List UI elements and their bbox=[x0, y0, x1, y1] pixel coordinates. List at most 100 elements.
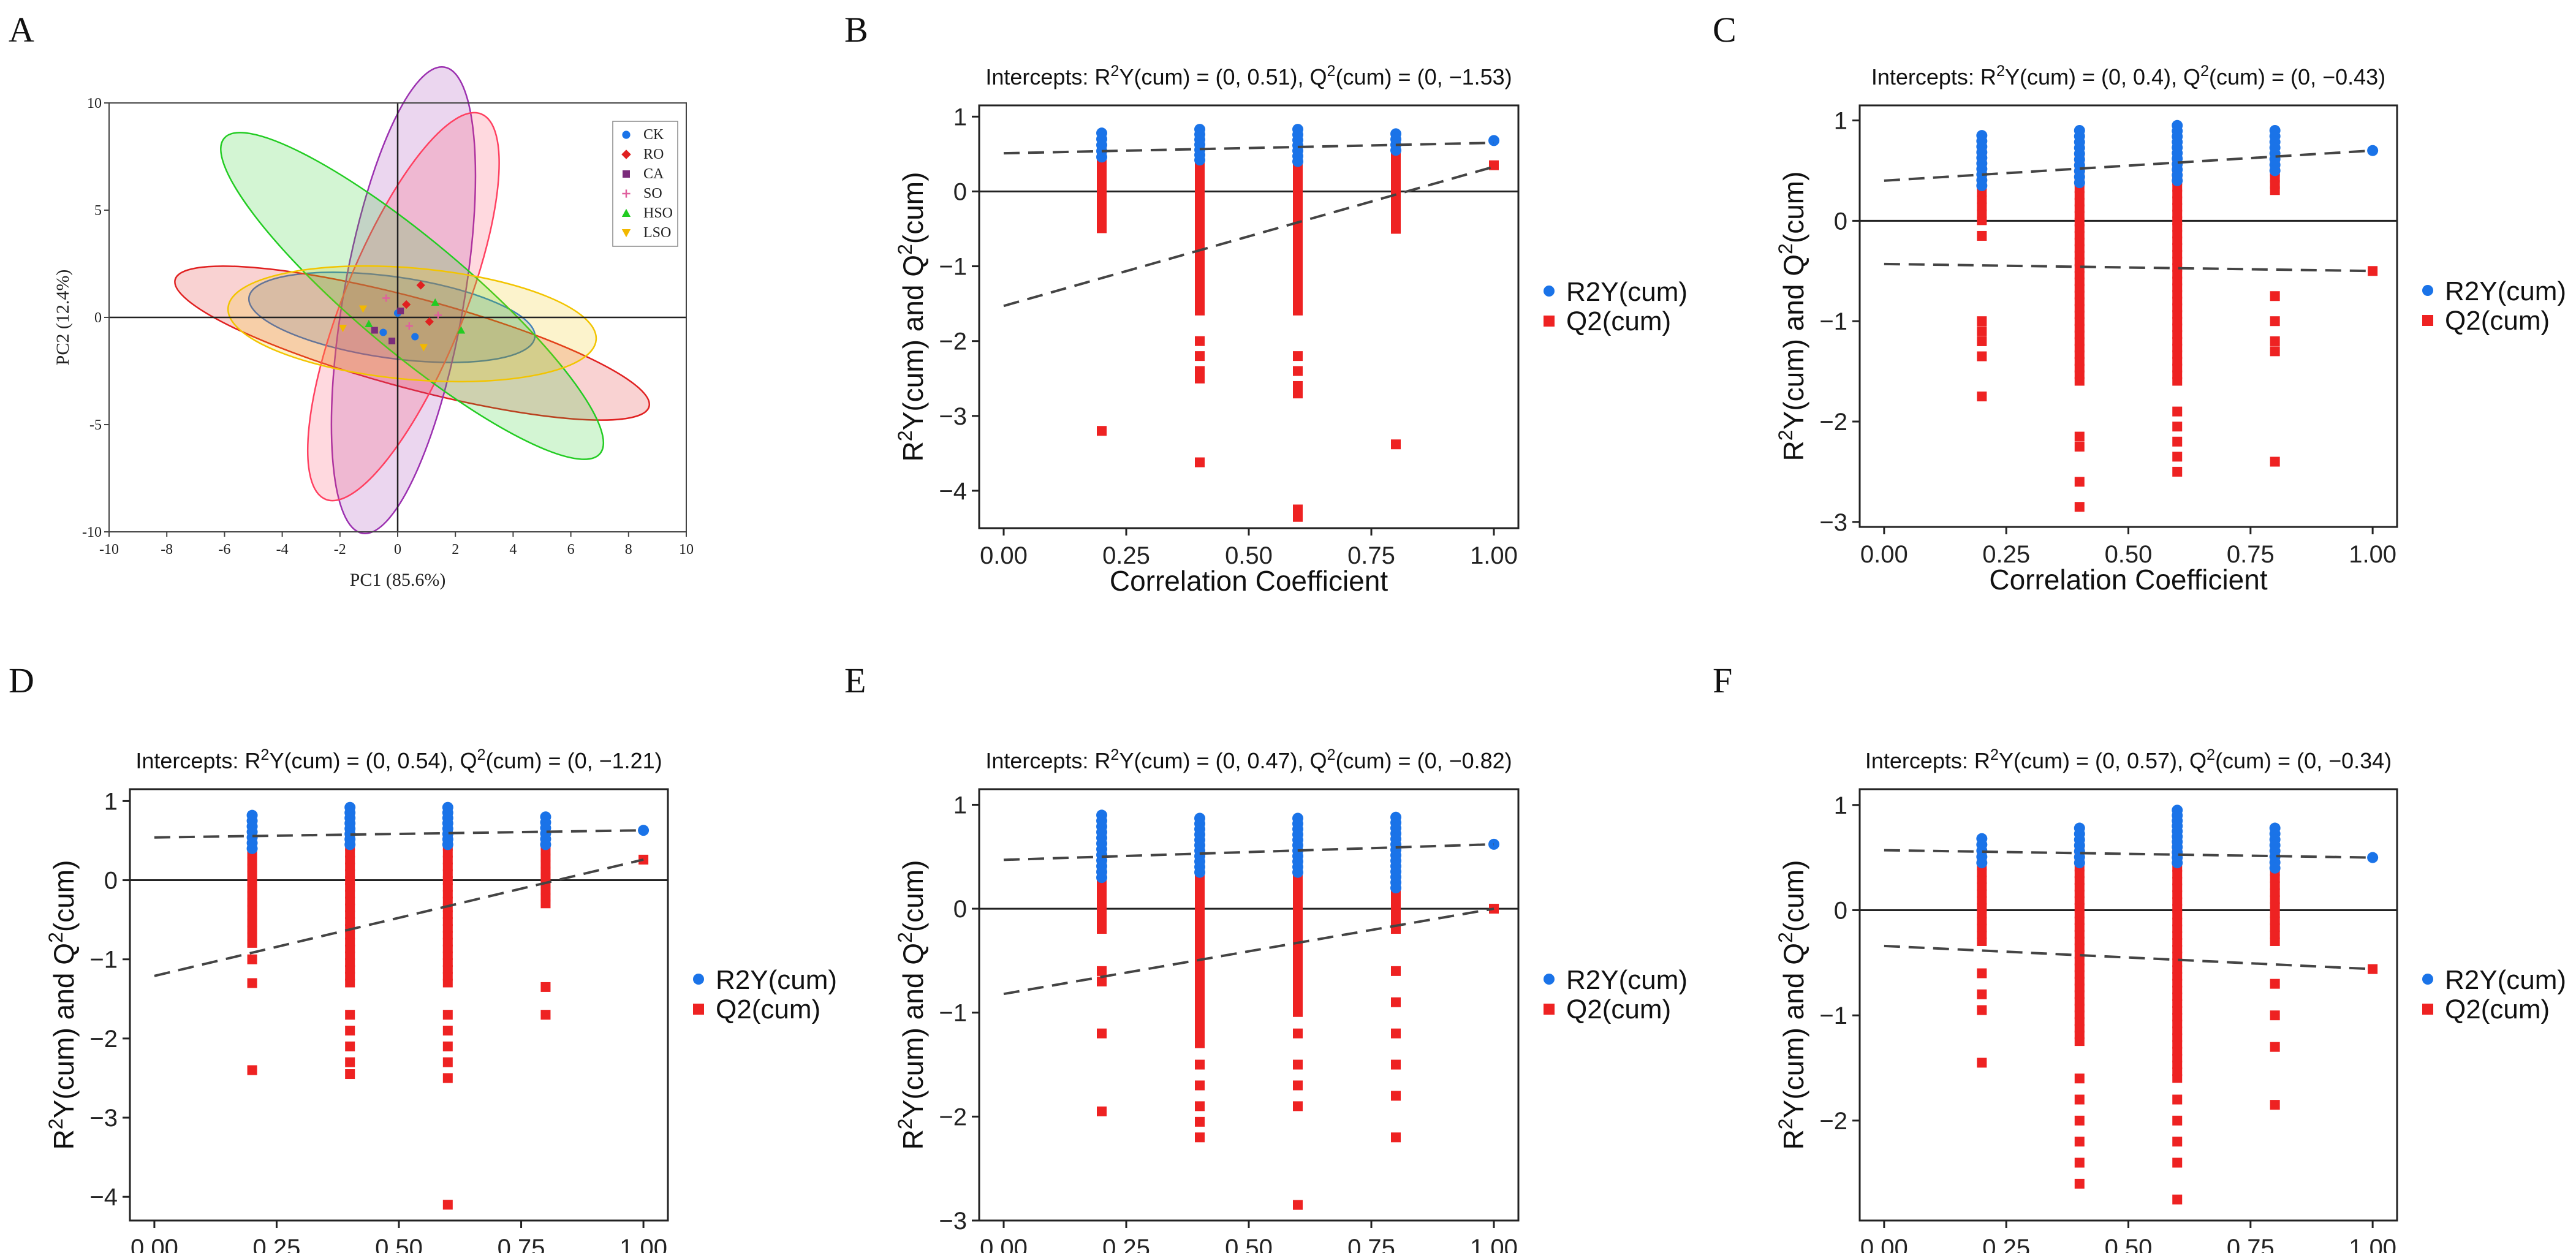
q2-point bbox=[442, 849, 453, 858]
q2-point bbox=[2172, 406, 2183, 417]
legend-label: RO bbox=[643, 146, 664, 162]
panel-c: C Intercepts: R2Y(cum) = (0, 0.4), Q2(cum… bbox=[1713, 10, 2566, 596]
q2-point bbox=[2172, 436, 2183, 447]
q2-point bbox=[345, 1069, 355, 1080]
q2-point bbox=[2172, 237, 2183, 246]
q2-point bbox=[2172, 1074, 2183, 1083]
q2-point bbox=[345, 876, 355, 885]
legend-marker-lso bbox=[621, 229, 631, 238]
legend-label-r2y: R2Y(cum) bbox=[716, 965, 837, 995]
q2-point bbox=[1195, 933, 1205, 942]
q2-point bbox=[2172, 1047, 2183, 1056]
y-tick-label: 0 bbox=[104, 868, 118, 895]
q2-point bbox=[2074, 230, 2085, 240]
q2-point bbox=[1977, 930, 1987, 939]
q2-point bbox=[2074, 477, 2085, 487]
q2-point bbox=[1293, 988, 1303, 997]
r2y-regression-line bbox=[154, 829, 644, 839]
panel-f: F Intercepts: R2Y(cum) = (0, 0.57), Q2(cu… bbox=[1713, 661, 2566, 1253]
legend-marker-r2y bbox=[1544, 974, 1555, 985]
q2-point bbox=[247, 857, 257, 866]
q2-point bbox=[2172, 276, 2183, 286]
q2-point bbox=[2172, 230, 2183, 239]
q2-point bbox=[2074, 876, 2085, 885]
legend-marker-q2 bbox=[1544, 316, 1555, 327]
q2-point bbox=[2074, 990, 2085, 999]
x-tick-label: 10 bbox=[679, 542, 694, 558]
q2-point bbox=[1195, 900, 1205, 909]
q2-point bbox=[2074, 1037, 2085, 1047]
q2-point bbox=[2270, 881, 2280, 890]
legend-marker-ro bbox=[621, 150, 631, 159]
q2-point bbox=[1195, 293, 1205, 302]
q2-point bbox=[2074, 284, 2085, 293]
q2-point bbox=[1195, 993, 1205, 1002]
q2-point bbox=[442, 883, 453, 892]
q2-point bbox=[2074, 244, 2085, 253]
q2-point bbox=[1195, 947, 1205, 956]
q2-point bbox=[1293, 894, 1303, 903]
q2-point bbox=[345, 1041, 355, 1051]
q2-point bbox=[1097, 906, 1107, 915]
q2-point bbox=[1293, 934, 1303, 944]
plot-frame bbox=[1858, 104, 2398, 528]
q2-point bbox=[1293, 1008, 1303, 1017]
q2-point bbox=[1293, 512, 1303, 522]
q2-point bbox=[1977, 917, 1987, 926]
x-tick-label: 0.00 bbox=[131, 1235, 178, 1253]
q2-point bbox=[540, 1010, 551, 1020]
q2-point bbox=[1097, 185, 1107, 194]
q2-point bbox=[1293, 173, 1303, 182]
x-tick-label: 0.25 bbox=[253, 1235, 301, 1253]
panel-letter: D bbox=[9, 661, 34, 700]
x-axis-label: Correlation Coefficient bbox=[1110, 565, 1388, 597]
q2-point bbox=[1293, 981, 1303, 990]
q2-point bbox=[1195, 1006, 1205, 1015]
q2-point bbox=[2172, 1026, 2183, 1035]
q2-point bbox=[1293, 240, 1303, 249]
r2y-point bbox=[1194, 154, 1205, 166]
plot-frame bbox=[978, 788, 1520, 1222]
panel-a: A -10 -8 -6 -4 -2 0 2 4 6 8 10 10 5 0 -5 -10 PC1 (85.6%) P… bbox=[9, 10, 694, 590]
y-axis-label: R2Y(cum) and Q2(cum) bbox=[1775, 172, 1809, 461]
q2-point bbox=[2172, 1115, 2183, 1126]
q2-point bbox=[2074, 218, 2085, 227]
y-tick-label: -10 bbox=[82, 524, 102, 540]
q2-point bbox=[1195, 178, 1205, 187]
q2-point bbox=[1293, 887, 1303, 896]
q2-point bbox=[1977, 326, 1987, 336]
y-tick-label: 0 bbox=[953, 896, 967, 923]
q2-point bbox=[2172, 330, 2183, 339]
legend-marker-q2 bbox=[1544, 1004, 1555, 1015]
panel-b: B Intercepts: R2Y(cum) = (0, 0.51), Q2(cu… bbox=[844, 10, 1688, 597]
y-tick-label: 5 bbox=[94, 203, 102, 219]
q2-regression-line bbox=[1003, 907, 1494, 996]
x-tick-label: 0.75 bbox=[2227, 1235, 2275, 1253]
q2-point bbox=[1391, 210, 1401, 219]
q2-point bbox=[1195, 1026, 1205, 1035]
legend-marker-r2y bbox=[2422, 285, 2433, 296]
q2-point bbox=[2074, 936, 2085, 945]
x-tick-label: 0.25 bbox=[1982, 1235, 2030, 1253]
pca-point-so bbox=[382, 294, 390, 302]
q2-point bbox=[2270, 916, 2280, 925]
q2-point bbox=[540, 853, 551, 862]
q2-point bbox=[1097, 899, 1107, 908]
q2-point bbox=[1195, 1080, 1205, 1091]
q2-point bbox=[1293, 994, 1303, 1004]
q2-point bbox=[442, 910, 453, 919]
q2-point bbox=[345, 896, 355, 906]
q2-point bbox=[2172, 422, 2183, 432]
x-tick-label: 0.00 bbox=[980, 542, 1028, 569]
q2-point bbox=[2172, 343, 2183, 352]
r2y-point bbox=[1976, 180, 1988, 192]
q2-point bbox=[2172, 210, 2183, 219]
q2-point bbox=[2074, 290, 2085, 300]
q2-point bbox=[247, 912, 257, 921]
pca-point-ro bbox=[425, 317, 434, 327]
x-tick-label: 1.00 bbox=[2349, 1235, 2396, 1253]
y-tick-label: −3 bbox=[1819, 509, 1847, 536]
pca-point-so bbox=[405, 322, 413, 330]
q2-point bbox=[2172, 924, 2183, 933]
q2-point bbox=[442, 931, 453, 940]
